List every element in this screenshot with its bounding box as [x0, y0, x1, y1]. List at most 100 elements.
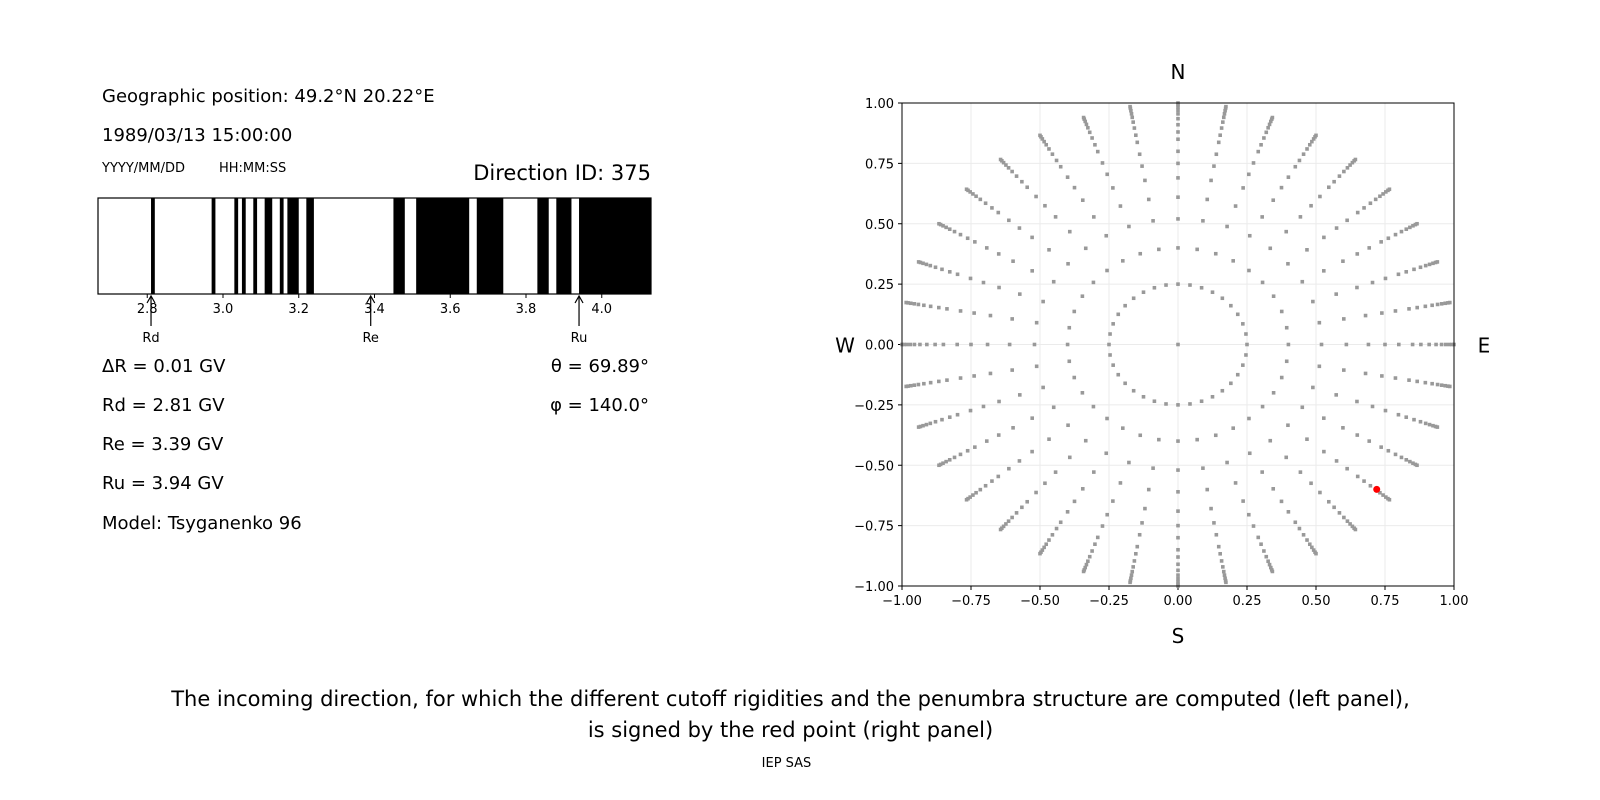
- data-point: [1176, 573, 1180, 577]
- data-point: [1435, 425, 1440, 429]
- geographic-position: Geographic position: 49.2°N 20.22°E: [102, 86, 435, 107]
- data-point: [1267, 122, 1272, 127]
- data-point: [1095, 149, 1100, 154]
- data-point: [1176, 161, 1180, 166]
- data-point: [952, 229, 957, 234]
- data-point: [1399, 229, 1404, 234]
- data-point: [1345, 166, 1350, 170]
- data-point: [1298, 215, 1303, 219]
- data-point: [1350, 160, 1355, 165]
- data-point: [1176, 112, 1180, 116]
- data-point: [928, 304, 933, 309]
- data-point: [1355, 285, 1359, 290]
- data-point: [1213, 433, 1218, 438]
- y-tick-label: 0.00: [865, 339, 894, 354]
- data-point: [1220, 388, 1225, 393]
- data-point: [1176, 195, 1180, 199]
- data-point: [955, 272, 960, 277]
- data-point: [1415, 221, 1419, 226]
- data-point: [1393, 232, 1398, 237]
- data-point: [1387, 497, 1392, 502]
- data-point: [1105, 512, 1110, 517]
- data-point: [1286, 175, 1291, 179]
- data-point: [1050, 152, 1055, 156]
- direction-id: Direction ID: 375: [473, 161, 651, 185]
- data-point: [1038, 133, 1042, 138]
- data-point: [916, 260, 921, 264]
- data-point: [1105, 172, 1110, 177]
- data-point: [1430, 303, 1434, 308]
- data-point: [1054, 158, 1059, 163]
- data-point: [1131, 388, 1136, 393]
- marker-label: Re: [362, 331, 378, 346]
- data-point: [1080, 294, 1085, 298]
- arrow-head-icon: [574, 294, 584, 304]
- data-point: [1268, 565, 1273, 570]
- data-point: [1146, 197, 1151, 202]
- data-point: [909, 383, 913, 388]
- data-point: [1218, 551, 1222, 556]
- data-point: [958, 376, 963, 380]
- data-point: [1025, 499, 1030, 504]
- arrow-head-icon: [366, 294, 376, 304]
- data-point: [912, 302, 917, 306]
- data-point: [996, 252, 1001, 256]
- data-point: [1305, 538, 1309, 542]
- data-point: [1433, 424, 1438, 429]
- data-point: [1345, 466, 1349, 471]
- data-point: [1091, 404, 1096, 409]
- data-point: [1256, 149, 1261, 154]
- data-point: [933, 419, 938, 424]
- data-point: [996, 210, 1001, 215]
- direction-scatter-chart: −1.00−1.00 −0.75 −0.75 −0.50 −0.50 −0.25 −0.25…: [835, 60, 1490, 648]
- data-point: [1404, 227, 1409, 231]
- data-point: [1034, 364, 1039, 369]
- marker-label: Ru: [571, 331, 588, 346]
- data-point: [1286, 510, 1291, 514]
- data-point: [1058, 164, 1063, 169]
- data-point: [1041, 299, 1045, 304]
- data-point: [1176, 403, 1180, 407]
- data-point: [997, 285, 1001, 290]
- data-point: [1260, 470, 1264, 474]
- data-point: [1423, 263, 1428, 268]
- data-point: [1443, 383, 1447, 388]
- data-point: [1107, 342, 1111, 347]
- data-point: [998, 527, 1003, 532]
- data-point: [1307, 142, 1312, 147]
- data-point: [1268, 119, 1273, 124]
- data-point: [928, 380, 933, 385]
- data-point: [1044, 142, 1049, 147]
- data-point: [969, 342, 973, 347]
- data-point: [1131, 296, 1136, 301]
- penumbra-band: [306, 198, 314, 294]
- data-point: [1188, 283, 1192, 287]
- x-tick-label: 4.0: [591, 302, 612, 317]
- data-point: [1293, 164, 1298, 169]
- data-point: [1025, 185, 1030, 190]
- data-point: [1007, 218, 1011, 223]
- data-point: [1047, 147, 1051, 151]
- x-tick-label: 1.00: [1440, 594, 1469, 609]
- x-tick-label: −1.00: [882, 594, 922, 609]
- data-point: [1131, 120, 1135, 124]
- data-point: [922, 303, 926, 308]
- data-point: [1379, 240, 1383, 244]
- data-point: [1116, 312, 1121, 317]
- data-point: [1353, 527, 1358, 532]
- data-point: [1284, 359, 1289, 364]
- data-point: [1132, 559, 1137, 563]
- data-point: [1410, 342, 1415, 347]
- caption-line-1: The incoming direction, for which the di…: [171, 687, 1410, 711]
- data-point: [1344, 342, 1349, 347]
- data-point: [937, 305, 941, 310]
- data-point: [1363, 313, 1368, 318]
- data-point: [1311, 385, 1315, 390]
- data-point: [1443, 342, 1448, 347]
- data-point: [1362, 479, 1366, 483]
- data-point: [937, 221, 941, 226]
- data-point: [1322, 269, 1326, 273]
- data-point: [1092, 215, 1096, 219]
- data-point: [1128, 580, 1132, 585]
- data-point: [1309, 481, 1313, 486]
